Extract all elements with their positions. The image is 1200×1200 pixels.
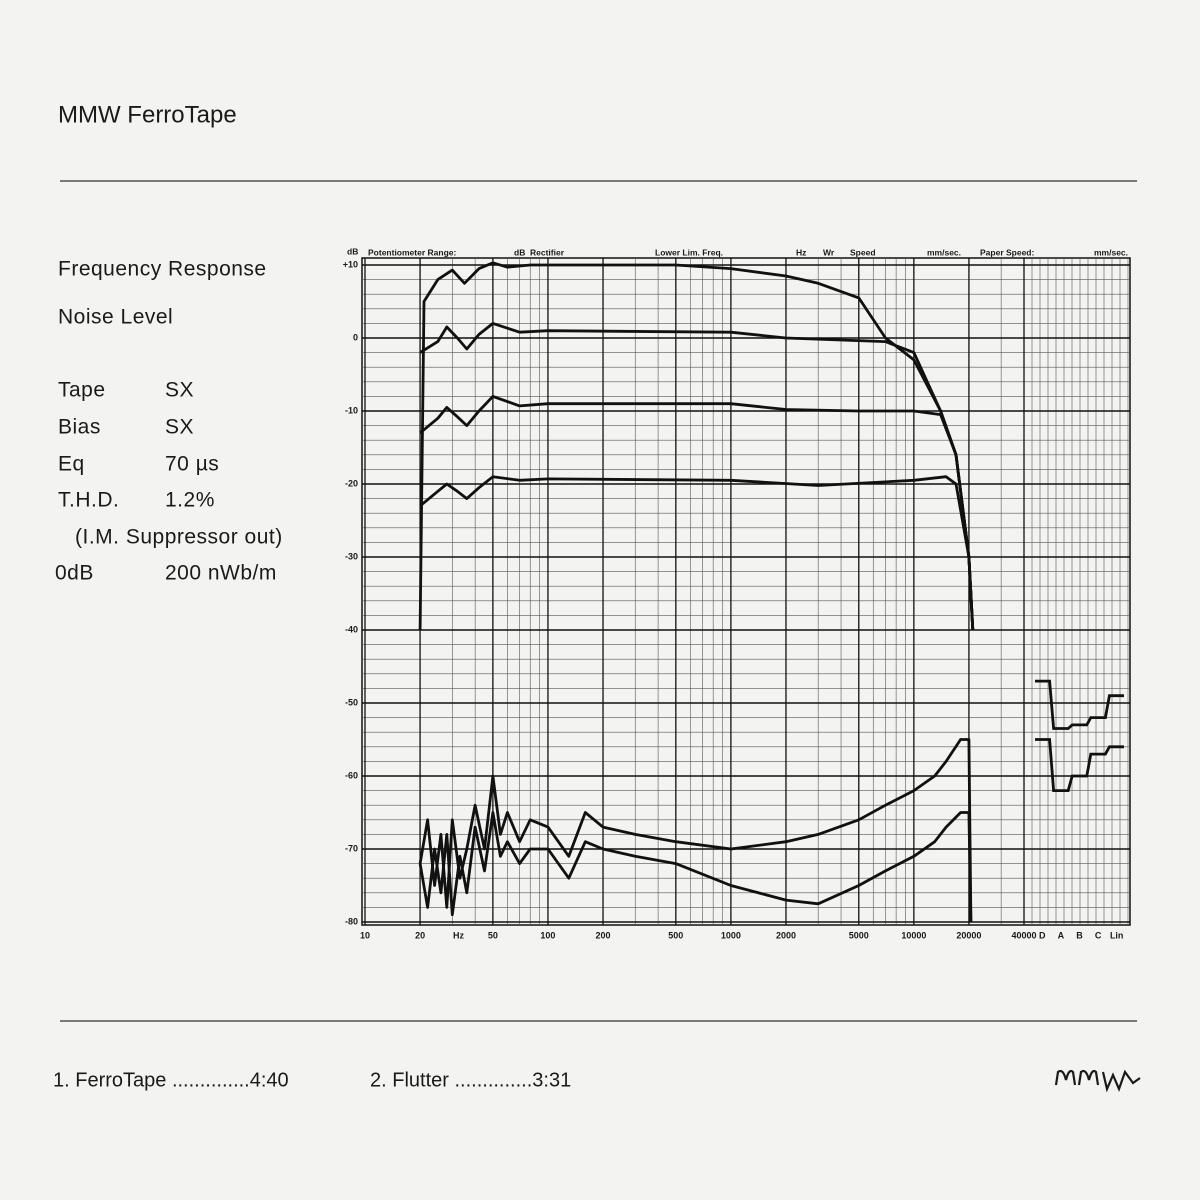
- weighting-label: Lin: [1110, 930, 1124, 940]
- header-field: Wr: [823, 247, 835, 257]
- x-tick-label: 10: [360, 930, 370, 940]
- spec-value: 200 nWb/m: [165, 562, 277, 585]
- weighting-label: C: [1095, 930, 1102, 940]
- header-field: Lower Lim. Freq.: [655, 247, 723, 257]
- curve: [419, 395, 975, 631]
- spec-key: Tape: [58, 379, 106, 402]
- spec-value: SX: [165, 379, 194, 402]
- title: MMW FerroTape: [58, 101, 237, 128]
- header-field: Hz: [796, 247, 806, 257]
- x-tick-label: 1000: [721, 930, 741, 940]
- weighting-curve: [1035, 738, 1124, 792]
- x-axis-label: Hz: [453, 930, 464, 940]
- weighting-label: D: [1039, 930, 1046, 940]
- y-tick-label: -60: [345, 770, 358, 780]
- x-tick-label: 2000: [776, 930, 796, 940]
- spec-key: 0dB: [55, 562, 94, 585]
- track: 2. Flutter ..............3:31: [370, 1069, 571, 1091]
- x-tick-label: 20: [415, 930, 425, 940]
- heading: Frequency Response: [58, 258, 267, 281]
- header-field: Potentiometer Range:: [368, 247, 456, 257]
- header-field: dB: [514, 247, 525, 257]
- header-field: mm/sec.: [927, 247, 961, 257]
- header-field: Rectifier: [530, 247, 565, 257]
- y-tick-label: -20: [345, 478, 358, 488]
- header-field: dB: [347, 246, 358, 256]
- x-tick-label: 20000: [956, 930, 981, 940]
- spec-value: 1.2%: [165, 489, 215, 512]
- header-field: mm/sec.: [1094, 247, 1128, 257]
- heading: Noise Level: [58, 306, 173, 329]
- x-tick-label: 500: [668, 930, 683, 940]
- y-tick-label: -30: [345, 551, 358, 561]
- curve: [419, 475, 975, 631]
- curve: [418, 261, 975, 631]
- y-tick-label: -50: [345, 697, 358, 707]
- spec-note: (I.M. Suppressor out): [75, 526, 283, 549]
- weighting-label: B: [1076, 930, 1083, 940]
- weighting-label: A: [1058, 930, 1065, 940]
- chart-frame: [361, 257, 1131, 926]
- x-tick-label: 100: [540, 930, 555, 940]
- y-tick-label: 0: [353, 332, 358, 342]
- spec-key: Bias: [58, 416, 101, 439]
- x-tick-label: 10000: [901, 930, 926, 940]
- y-tick-label: -80: [345, 916, 358, 926]
- x-tick-label: 200: [596, 930, 611, 940]
- x-tick-label: 5000: [849, 930, 869, 940]
- spec-value: SX: [165, 416, 194, 439]
- y-tick-label: -70: [345, 843, 358, 853]
- y-tick-label: +10: [343, 259, 358, 269]
- weighting-curve: [1035, 679, 1124, 730]
- header-field: Paper Speed:: [980, 247, 1034, 257]
- spec-key: T.H.D.: [58, 489, 119, 512]
- x-tick-label: 50: [488, 930, 498, 940]
- curve: [418, 738, 973, 923]
- y-tick-label: -40: [345, 624, 358, 634]
- spec-value: 70 µs: [165, 453, 219, 476]
- logo: [1054, 1069, 1141, 1093]
- spec-key: Eq: [58, 453, 85, 476]
- chart-header: dB Potentiometer Range: dB Rectifier Low…: [347, 246, 1128, 257]
- track: 1. FerroTape ..............4:40: [53, 1069, 289, 1091]
- curve: [418, 811, 973, 923]
- x-tick-label: 40000: [1011, 930, 1036, 940]
- y-tick-label: -10: [345, 405, 358, 415]
- header-field: Speed: [850, 247, 876, 257]
